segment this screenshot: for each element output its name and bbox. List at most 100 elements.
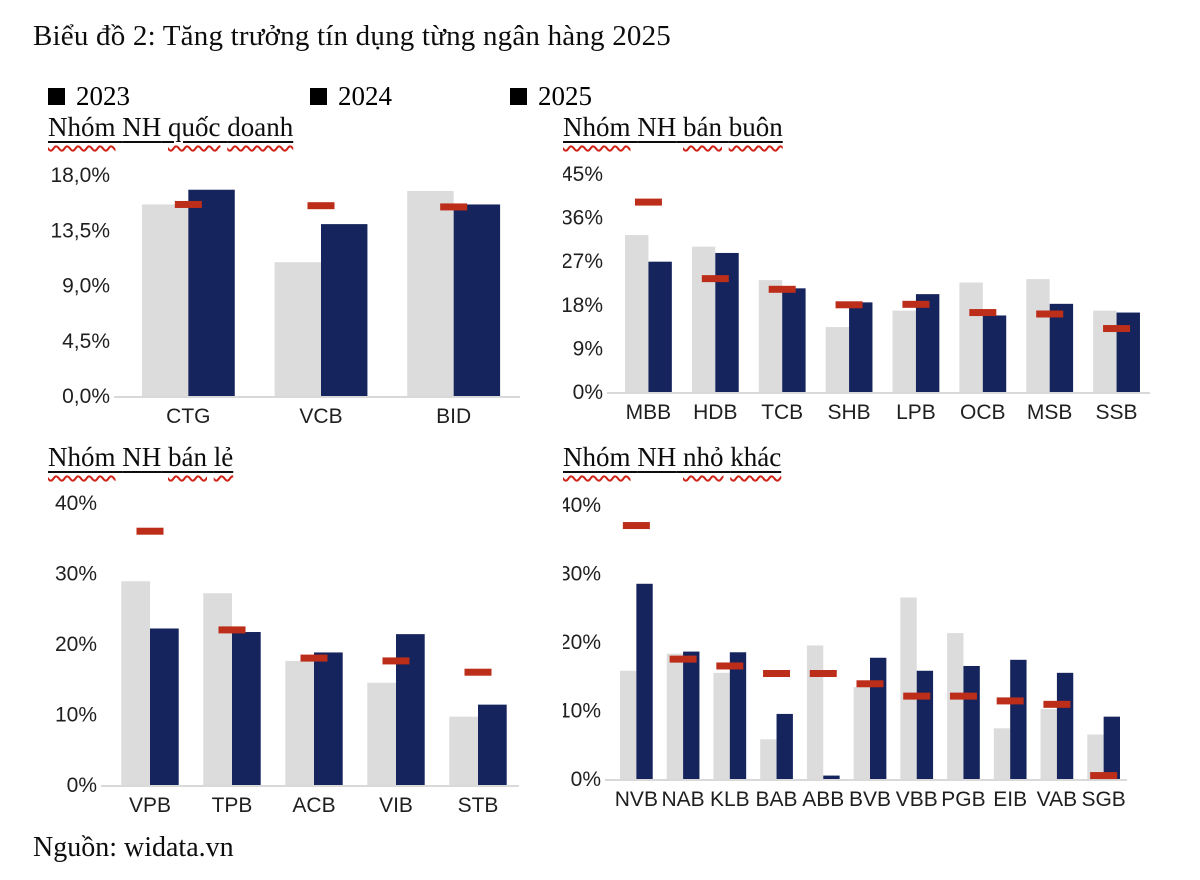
legend-label-2024: 2024: [338, 80, 392, 111]
panel-title-word: Nhóm: [48, 442, 116, 472]
chart-nho-khac: 40% 30% 20% 10% 0% NVB NAB KLB BAB ABB BVB VBB PGB EI…: [563, 494, 1127, 811]
panel-title-quoc-doanh: Nhóm NH quốc doanh: [48, 112, 293, 143]
category-label-HDB: HDB: [693, 401, 737, 424]
target-2025-VIB: [382, 657, 410, 665]
panel-title-word: khác: [730, 442, 782, 472]
category-label-VCB: VCB: [299, 405, 342, 428]
bar-2024-HDB: [715, 252, 739, 392]
category-label-MSB: MSB: [1027, 401, 1073, 424]
bar-2024-VIB: [396, 634, 425, 785]
panel-title-word: buôn: [728, 112, 783, 142]
panel-title-word: bán: [168, 442, 207, 472]
target-2025-BVB: [856, 680, 884, 688]
bar-2023-SSB: [1093, 310, 1117, 392]
panel-title-word: lẻ: [213, 442, 234, 472]
target-2025-NAB: [669, 655, 697, 663]
y-tick-label: 10%: [563, 700, 601, 723]
bar-2023-VBB: [900, 597, 917, 779]
target-2025-VBB: [903, 692, 931, 700]
category-label-NVB: NVB: [615, 788, 658, 811]
bar-2024-TPB: [232, 632, 261, 785]
bar-2023-EIB: [993, 728, 1011, 779]
bar-2024-TCB: [782, 288, 806, 392]
bar-2023-NAB: [666, 653, 684, 779]
bar-2023-HDB: [691, 246, 716, 392]
bar-2023-ABB: [806, 645, 824, 779]
bar-2024-EIB: [1010, 659, 1027, 779]
y-tick-label: 18,0%: [50, 164, 110, 187]
category-label-BAB: BAB: [756, 788, 798, 811]
target-2025-SSB: [1103, 325, 1131, 333]
bar-2024-SGB: [1103, 716, 1120, 779]
bar-2023-SHB: [825, 327, 850, 392]
bar-2023-STB: [449, 716, 478, 785]
category-label-BID: BID: [436, 405, 471, 428]
panel-title-nho-khac: Nhóm NH nhỏ khác: [563, 442, 781, 473]
panel-title-word: nhỏ: [683, 442, 724, 472]
category-label-LPB: LPB: [896, 401, 936, 424]
bar-2023-CTG: [141, 204, 189, 396]
category-label-SHB: SHB: [827, 401, 870, 424]
category-label-STB: STB: [458, 794, 499, 817]
bar-2023-NVB: [620, 670, 637, 779]
target-2025-BID: [440, 203, 468, 211]
legend-marker-2023: [48, 87, 65, 105]
chart-quoc-doanh: 18,0% 13,5% 9,0% 4,5% 0,0% CTG VCB BID: [50, 164, 520, 428]
y-tick-label: 40%: [563, 494, 601, 517]
y-tick-label: 9%: [573, 337, 603, 360]
bar-2023-TPB: [203, 593, 232, 785]
bar-2023-PGB: [947, 633, 964, 779]
panel-title-ban-buon: Nhóm NH bán buôn: [563, 112, 783, 143]
target-2025-HDB: [701, 275, 729, 283]
bar-2023-OCB: [959, 282, 983, 392]
bar-2024-VPB: [150, 628, 179, 785]
bar-2023-VAB: [1040, 709, 1057, 779]
y-tick-label: 40%: [55, 492, 97, 515]
y-tick-label: 13,5%: [50, 219, 110, 242]
bar-2024-OCB: [982, 315, 1007, 392]
category-label-VIB: VIB: [379, 794, 413, 817]
bar-2024-MBB: [648, 261, 672, 392]
bar-2023-MSB: [1026, 279, 1050, 392]
category-label-BVB: BVB: [849, 788, 891, 811]
target-2025-PGB: [949, 692, 977, 700]
legend-label-2025: 2025: [538, 80, 592, 111]
target-2025-TPB: [218, 626, 246, 634]
bar-2023-VIB: [367, 682, 396, 785]
y-tick-label: 30%: [55, 563, 97, 586]
bar-2023-BID: [407, 190, 454, 396]
chart-ban-le: 40% 30% 20% 10% 0% VPB TPB ACB VIB STB: [55, 492, 519, 817]
legend-item-2024: 2024: [310, 80, 392, 111]
bar-2024-NVB: [636, 583, 653, 779]
bar-2023-VCB: [274, 262, 321, 396]
category-label-TPB: TPB: [212, 794, 253, 817]
bar-2023-VPB: [121, 581, 150, 785]
bar-2024-MSB: [1049, 303, 1074, 392]
bar-2024-NAB: [683, 651, 700, 779]
target-2025-EIB: [996, 697, 1024, 705]
y-tick-label: 27%: [563, 250, 603, 273]
legend-marker-2024: [310, 87, 327, 105]
y-tick-label: 45%: [563, 163, 603, 186]
category-label-MBB: MBB: [626, 401, 672, 424]
bar-2024-VCB: [321, 224, 368, 396]
target-2025-MBB: [634, 198, 662, 206]
bar-2024-KLB: [729, 652, 747, 779]
legend-marker-2025: [510, 87, 527, 105]
bar-2024-BVB: [870, 657, 887, 779]
figure-title: Biểu đồ 2: Tăng trưởng tín dụng từng ngâ…: [33, 20, 671, 52]
legend-label-2023: 2023: [76, 80, 130, 111]
legend-item-2025: 2025: [510, 80, 592, 111]
y-tick-label: 0%: [571, 768, 601, 791]
panel-title-word: doanh: [227, 112, 294, 142]
bar-2024-SHB: [849, 302, 873, 392]
category-label-SGB: SGB: [1081, 788, 1125, 811]
category-label-KLB: KLB: [710, 788, 750, 811]
y-tick-label: 30%: [563, 563, 601, 586]
bar-2023-LPB: [892, 310, 916, 392]
bar-2024-PGB: [963, 665, 980, 779]
y-tick-label: 10%: [55, 704, 97, 727]
target-2025-SGB: [1090, 772, 1118, 780]
bar-2023-ACB: [285, 660, 314, 785]
y-tick-label: 0%: [67, 774, 97, 797]
